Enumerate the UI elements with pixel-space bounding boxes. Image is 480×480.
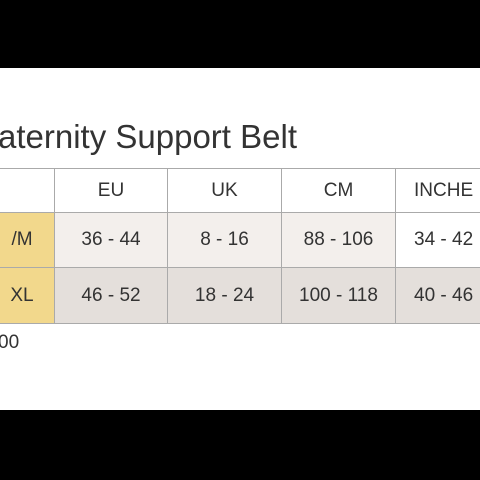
size-cell: 88 - 106 bbox=[282, 213, 396, 268]
footnote: 00 bbox=[0, 332, 20, 353]
size-label: /M bbox=[0, 213, 55, 268]
header-blank bbox=[0, 168, 55, 213]
title: aternity Support Belt bbox=[0, 118, 297, 155]
size-cell: 34 - 42 bbox=[396, 213, 480, 268]
size-label: XL bbox=[0, 268, 55, 324]
header-cell: INCHE bbox=[396, 168, 480, 213]
size-cell: 46 - 52 bbox=[55, 268, 168, 324]
header-cell: CM bbox=[282, 168, 396, 213]
size-cell: 8 - 16 bbox=[168, 213, 282, 268]
content: aternity Support Belt EU UK CM INCHE/M 36 - … bbox=[0, 68, 480, 410]
size-cell: 36 - 44 bbox=[55, 213, 168, 268]
size-cell: 40 - 46 bbox=[396, 268, 480, 324]
size-cell: 18 - 24 bbox=[168, 268, 282, 324]
header-cell: UK bbox=[168, 168, 282, 213]
size-cell: 100 - 118 bbox=[282, 268, 396, 324]
header-cell: EU bbox=[55, 168, 168, 213]
